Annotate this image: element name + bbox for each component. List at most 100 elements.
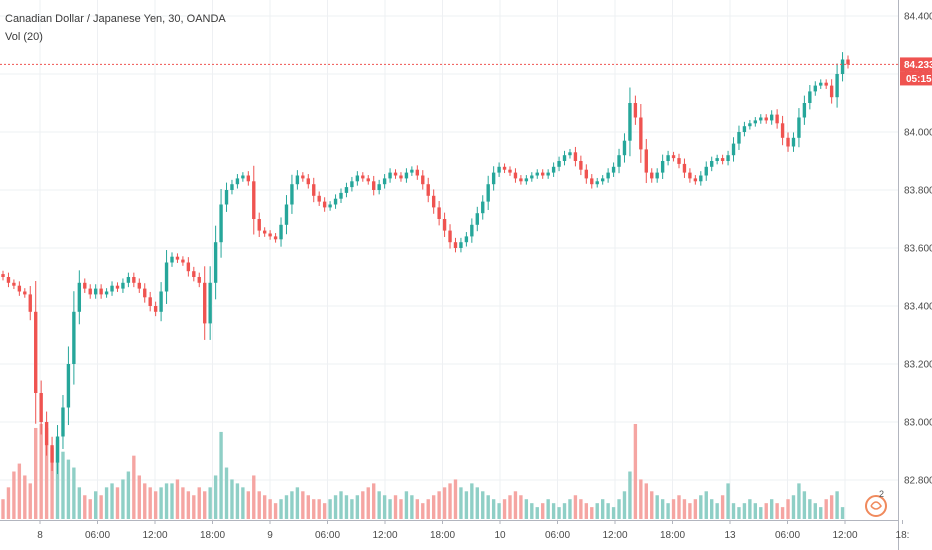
volume-bar bbox=[230, 479, 234, 519]
volume-bar bbox=[219, 431, 223, 519]
volume-bar bbox=[704, 491, 708, 519]
volume-bar bbox=[99, 495, 103, 519]
candle-up bbox=[524, 178, 529, 182]
volume-bar bbox=[442, 487, 447, 519]
volume-bar bbox=[835, 491, 839, 519]
candle-up bbox=[546, 172, 550, 176]
candle-down bbox=[426, 184, 430, 196]
candle-up bbox=[284, 204, 289, 225]
price-tick-label: 83.000 bbox=[904, 418, 932, 429]
volume-bar bbox=[344, 495, 349, 519]
volume-bar bbox=[584, 503, 589, 519]
volume-bars bbox=[1, 424, 845, 519]
volume-bar bbox=[181, 487, 185, 519]
candle-down bbox=[415, 169, 420, 176]
volume-bar bbox=[121, 479, 125, 519]
time-tick-label: 10 bbox=[494, 530, 506, 541]
candle-down bbox=[268, 233, 272, 237]
candle-down bbox=[513, 172, 518, 179]
candle-down bbox=[366, 178, 370, 182]
candle-up bbox=[77, 282, 82, 312]
candle-down bbox=[573, 152, 578, 161]
candle-down bbox=[132, 277, 136, 283]
volume-bar bbox=[491, 499, 496, 519]
time-tick-label: 18: bbox=[896, 530, 910, 541]
volume-bar bbox=[720, 495, 725, 519]
candle-up bbox=[93, 288, 98, 295]
candle-up bbox=[797, 117, 801, 138]
candle-down bbox=[720, 158, 725, 161]
volume-bar bbox=[104, 487, 109, 519]
candle-up bbox=[737, 132, 741, 144]
volume-bar bbox=[819, 507, 823, 519]
volume-bar bbox=[699, 495, 703, 519]
candle-down bbox=[579, 161, 583, 170]
candle-up bbox=[470, 224, 474, 237]
candle-up bbox=[715, 158, 719, 161]
candle-up bbox=[759, 117, 763, 121]
price-axis-background[interactable] bbox=[898, 0, 932, 520]
volume-bar bbox=[622, 491, 627, 519]
candle-up bbox=[611, 166, 616, 173]
time-tick-label: 9 bbox=[267, 530, 273, 541]
volume-bar bbox=[235, 483, 240, 519]
candle-down bbox=[633, 103, 638, 118]
volume-bar bbox=[23, 475, 27, 519]
volume-bar bbox=[671, 499, 676, 519]
candle-up bbox=[61, 407, 65, 437]
volume-bar bbox=[197, 487, 201, 519]
candle-up bbox=[164, 262, 169, 292]
volume-bar bbox=[715, 503, 719, 519]
volume-bar bbox=[791, 495, 796, 519]
volume-bar bbox=[551, 503, 556, 519]
volume-bar bbox=[175, 479, 180, 519]
candle-up bbox=[235, 178, 240, 185]
candle-down bbox=[44, 422, 49, 446]
candle-down bbox=[137, 282, 141, 289]
candle-up bbox=[600, 178, 605, 182]
candle-up bbox=[606, 172, 610, 179]
volume-bar bbox=[164, 483, 169, 519]
candle-up bbox=[666, 155, 670, 161]
volume-bar bbox=[34, 427, 38, 519]
candle-down bbox=[677, 158, 681, 164]
candle-up bbox=[328, 204, 332, 208]
candle-up bbox=[388, 172, 392, 179]
candle-up bbox=[213, 242, 218, 283]
volume-bar bbox=[317, 499, 321, 519]
volume-bar bbox=[55, 439, 60, 519]
volume-bar bbox=[192, 495, 196, 519]
volume-bar bbox=[737, 507, 741, 519]
volume-bar bbox=[502, 499, 507, 519]
time-tick-label: 12:00 bbox=[832, 530, 857, 541]
tradingview-logo-icon[interactable]: 2 bbox=[865, 489, 887, 517]
candle-down bbox=[203, 282, 207, 324]
chart-legend: Canadian Dollar / Japanese Yen, 30, OAND… bbox=[5, 10, 226, 46]
volume-bar bbox=[410, 495, 414, 519]
volume-bar bbox=[137, 475, 141, 519]
volume-indicator-label[interactable]: Vol (20) bbox=[5, 31, 43, 43]
candle-up bbox=[568, 152, 572, 156]
volume-bar bbox=[350, 499, 354, 519]
volume-bar bbox=[448, 483, 452, 519]
volume-bar bbox=[66, 459, 71, 519]
candle-down bbox=[846, 59, 850, 65]
candle-down bbox=[399, 175, 403, 179]
volume-bar bbox=[361, 491, 365, 519]
candle-up bbox=[459, 242, 463, 248]
candle-up bbox=[382, 178, 387, 185]
volume-bar bbox=[513, 491, 518, 519]
volume-bar bbox=[339, 491, 343, 519]
candle-down bbox=[6, 277, 11, 283]
volume-bar bbox=[660, 499, 665, 519]
candle-up bbox=[628, 103, 632, 141]
volume-bar bbox=[268, 499, 272, 519]
candle-down bbox=[17, 285, 22, 292]
price-tick-label: 84.000 bbox=[904, 128, 932, 139]
volume-bar bbox=[628, 471, 632, 519]
volume-bar bbox=[753, 503, 758, 519]
time-tick-label: 13 bbox=[724, 530, 736, 541]
time-tick-label: 06:00 bbox=[85, 530, 110, 541]
volume-bar bbox=[682, 499, 687, 519]
